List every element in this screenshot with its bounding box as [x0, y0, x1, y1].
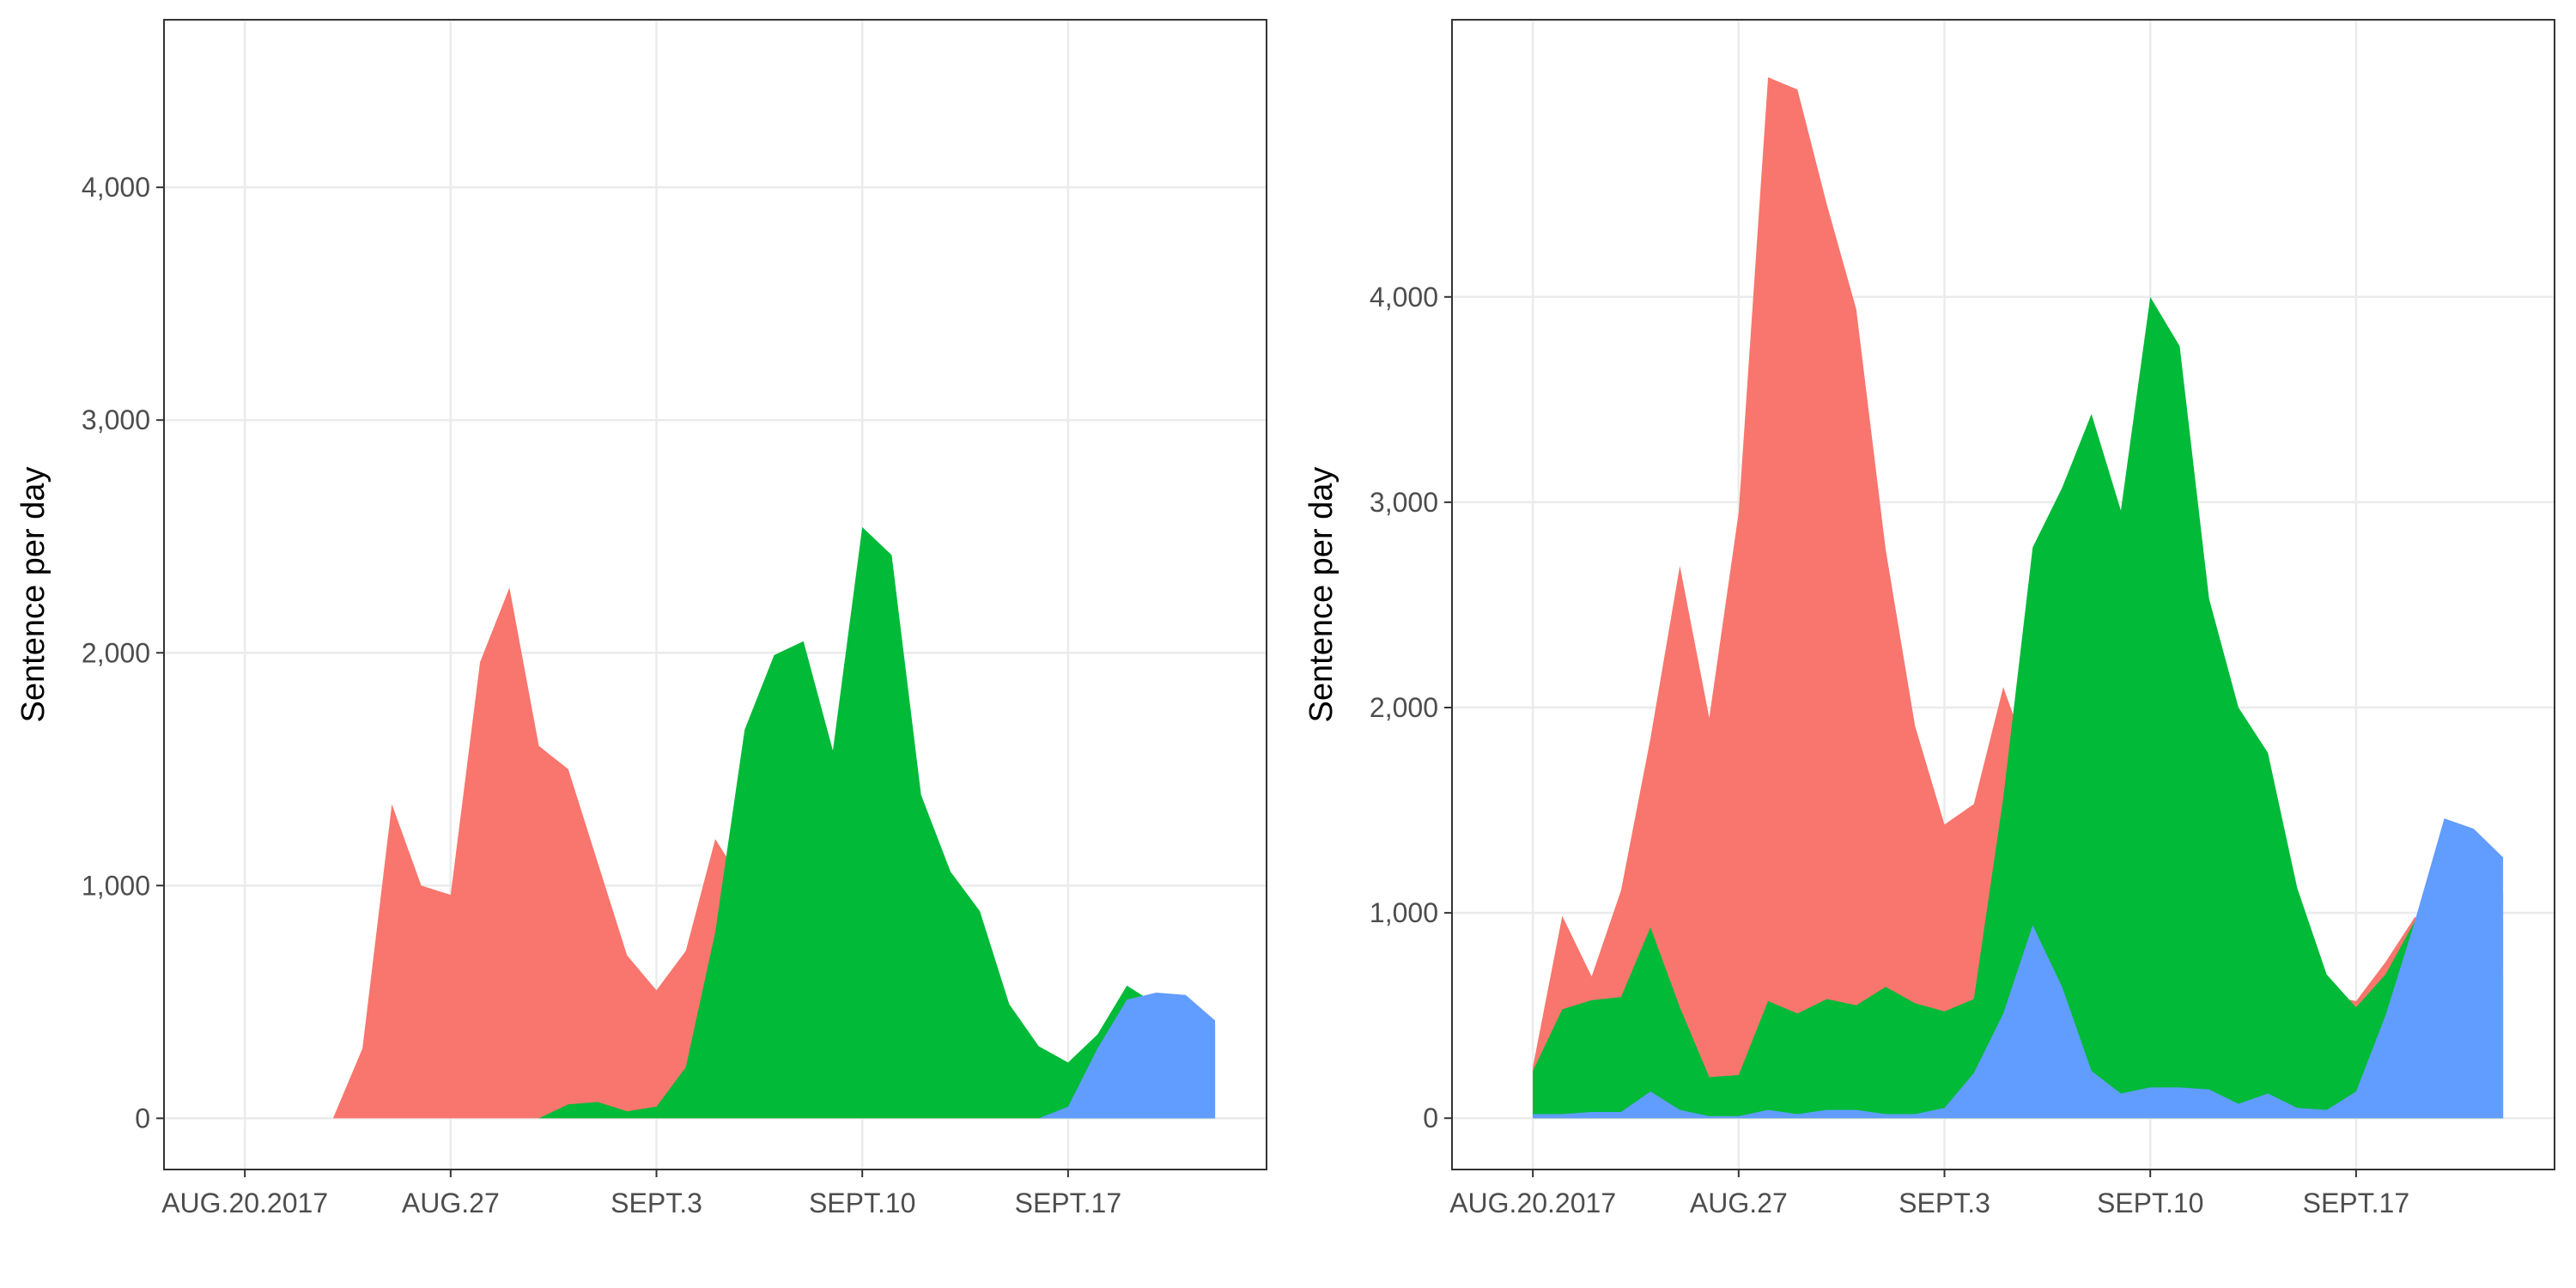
y-tick-label: 2,000 [1370, 692, 1438, 723]
panel-border [1451, 19, 2555, 1170]
x-tick-label: AUG.20.2017 [161, 1188, 328, 1218]
y-tick-label: 3,000 [1370, 487, 1438, 518]
y-tick-label: 2,000 [82, 637, 150, 668]
x-tick-label: AUG.20.2017 [1449, 1188, 1616, 1218]
y-tick-label: 3,000 [82, 404, 150, 435]
x-tick-label: SEPT.3 [611, 1188, 702, 1218]
x-tick-label: AUG.27 [1690, 1188, 1788, 1218]
x-tick-label: SEPT.17 [1015, 1188, 1122, 1218]
x-tick-label: SEPT.10 [809, 1188, 916, 1218]
y-axis-title: Sentence per day [15, 467, 52, 723]
panel: 0 1,000 2,000 3,000 4,000 AUG.20.2017 AUG.27 SE… [1303, 19, 2555, 1218]
x-tick-label: SEPT.10 [2097, 1188, 2204, 1218]
x-tick-label: AUG.27 [402, 1188, 500, 1218]
area [1533, 76, 2504, 1119]
area [1533, 818, 2504, 1119]
y-tick-label: 4,000 [82, 172, 150, 203]
y-axis-title: Sentence per day [1303, 467, 1340, 723]
area [1533, 296, 2504, 1119]
area [1038, 993, 1216, 1119]
y-tick-label: 1,000 [82, 870, 150, 901]
y-tick-label: 4,000 [1370, 282, 1438, 313]
area [303, 587, 1127, 1119]
y-tick-label: 0 [1423, 1103, 1438, 1133]
y-tick-label: 0 [135, 1103, 150, 1133]
area [538, 526, 1216, 1119]
x-tick-label: SEPT.3 [1899, 1188, 1990, 1218]
panel-border [163, 19, 1267, 1170]
x-tick-label: SEPT.17 [2303, 1188, 2410, 1218]
panel: 0 1,000 2,000 3,000 4,000 AUG.20.2017 AUG.27 SE… [15, 19, 1267, 1218]
y-tick-label: 1,000 [1370, 897, 1438, 928]
